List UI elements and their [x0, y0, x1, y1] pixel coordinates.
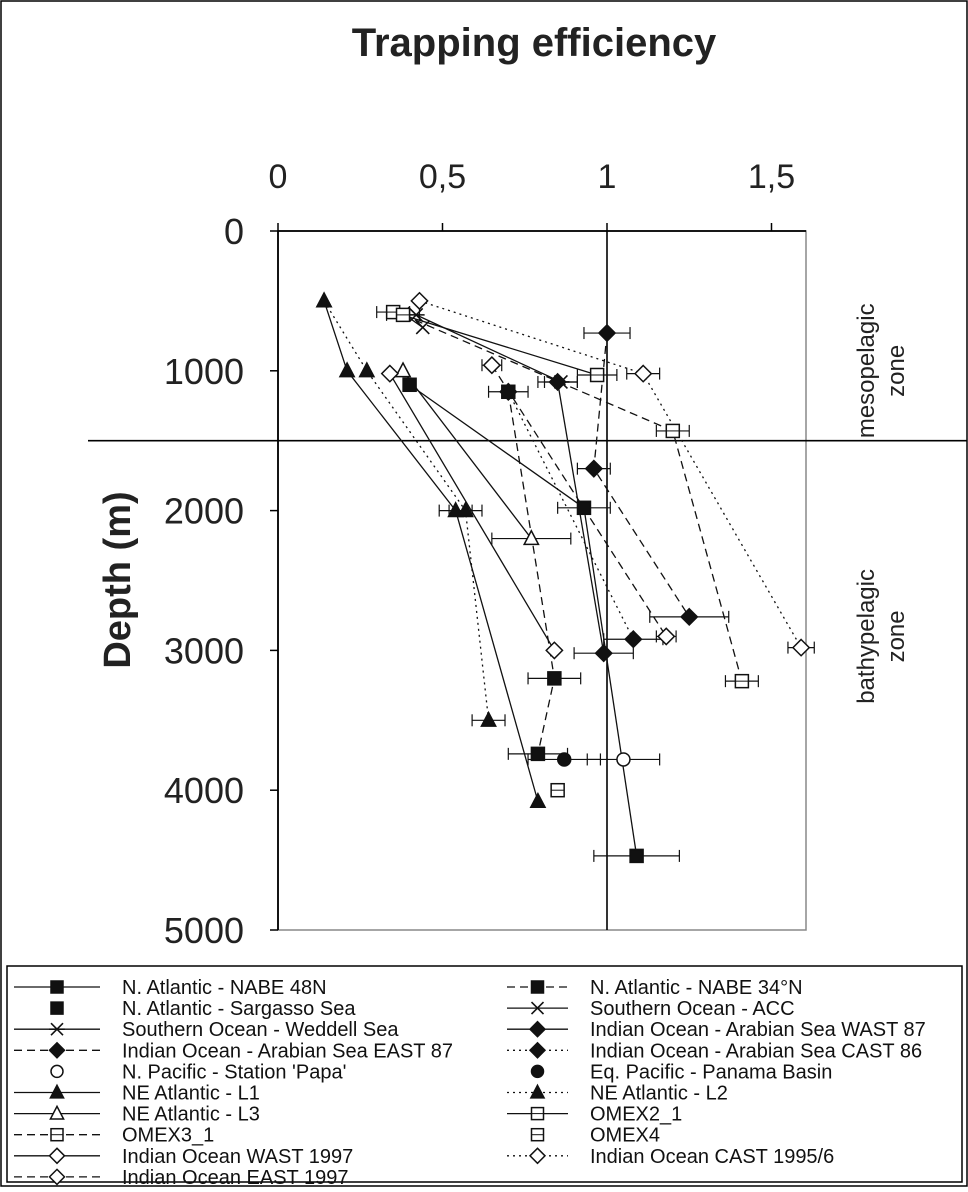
- legend-marker: [530, 980, 545, 994]
- legend-marker: [528, 1041, 547, 1059]
- legend-marker: [530, 1001, 545, 1015]
- data-point: [529, 791, 547, 808]
- data-point: [624, 630, 643, 649]
- zone-label: zone: [883, 610, 910, 662]
- data-point: [548, 372, 567, 392]
- data-point: [358, 361, 376, 378]
- legend-marker: [50, 980, 64, 994]
- series-line: [402, 370, 532, 539]
- legend-marker: [528, 1147, 547, 1165]
- legend-marker-stroke: [530, 1001, 545, 1015]
- legend-label: NE Atlantic - L3: [122, 1104, 260, 1126]
- data-point: [545, 641, 564, 660]
- legend-label: N. Atlantic - NABE 48N: [122, 977, 327, 999]
- data-point: [556, 752, 572, 767]
- series-line: [557, 381, 605, 654]
- data-point: [447, 501, 465, 518]
- legend-marker: [50, 1064, 64, 1079]
- data-point: [410, 291, 429, 311]
- zone-label: bathypelagic: [853, 569, 880, 704]
- y-tick-label: 4000: [164, 770, 244, 811]
- y-tick-label: 5000: [164, 910, 244, 951]
- chart-title: Trapping efficiency: [352, 21, 717, 65]
- data-point: [415, 320, 430, 335]
- data-point: [657, 627, 676, 646]
- data-point: [616, 752, 631, 767]
- legend-marker: [49, 1083, 65, 1099]
- legend-label: N. Atlantic - NABE 34°N: [590, 977, 803, 999]
- data-point: [499, 382, 518, 401]
- data-point: [584, 459, 604, 478]
- y-tick-label: 1000: [164, 351, 244, 392]
- x-tick-label: 1,5: [748, 158, 795, 196]
- legend-label: Southern Ocean - Weddell Sea: [122, 1019, 399, 1041]
- legend-label: Indian Ocean WAST 1997: [122, 1146, 353, 1168]
- data-point: [547, 671, 562, 686]
- legend-label: Indian Ocean CAST 1995/6: [590, 1146, 834, 1168]
- legend-marker: [50, 1001, 64, 1015]
- data-point: [530, 746, 546, 762]
- legend-label: N. Atlantic - Sargasso Sea: [122, 998, 356, 1020]
- legend-label: OMEX4: [590, 1125, 660, 1147]
- legend-marker: [48, 1147, 66, 1165]
- data-point: [634, 364, 653, 383]
- axes-layer: 0 0,5 1 1,5 0 1000 2000 3000 4000 5000: [88, 158, 967, 951]
- data-point: [680, 607, 699, 627]
- legend-label: N. Pacific - Station 'Papa': [122, 1061, 346, 1083]
- legend-marker: [530, 1064, 545, 1079]
- legend: N. Atlantic - NABE 48N N. Atlantic - NABE…: [6, 965, 963, 1189]
- legend-label: Indian Ocean - Arabian Sea WAST 87: [590, 1019, 926, 1041]
- data-point: [338, 361, 356, 378]
- legend-box: [6, 965, 963, 1183]
- data-point: [594, 644, 613, 663]
- legend-marker: [48, 1168, 66, 1186]
- zone-label: mesopelagic: [853, 303, 880, 438]
- data-point: [791, 638, 811, 657]
- data-point: [597, 323, 617, 343]
- data-point: [407, 307, 425, 322]
- data-point: [629, 848, 644, 864]
- legend-label: Eq. Pacific - Panama Basin: [590, 1061, 832, 1083]
- data-point: [482, 356, 502, 375]
- legend-label: Indian Ocean EAST 1997: [122, 1167, 348, 1187]
- data-point: [576, 500, 592, 516]
- data-point: [457, 501, 474, 518]
- legend-marker: [529, 1083, 546, 1099]
- data-point: [522, 529, 540, 546]
- data-point: [380, 364, 400, 383]
- markers-layer: [315, 291, 811, 864]
- y-axis-label: Depth (m): [97, 491, 139, 668]
- legend-label: Indian Ocean - Arabian Sea CAST 86: [590, 1040, 922, 1062]
- x-tick-label: 1: [598, 158, 617, 196]
- legend-marker: [49, 1022, 65, 1036]
- data-point-stroke: [415, 320, 430, 335]
- y-tick-label: 3000: [164, 630, 244, 671]
- series-line: [323, 300, 539, 802]
- data-point: [315, 291, 333, 308]
- legend-label: OMEX3_1: [122, 1125, 214, 1147]
- legend-marker: [528, 1020, 547, 1038]
- data-point: [480, 710, 497, 727]
- legend-label: Southern Ocean - ACC: [590, 998, 795, 1020]
- legend-label: NE Atlantic - L2: [590, 1083, 728, 1105]
- data-point: [394, 361, 412, 378]
- legend-label: Indian Ocean - Arabian Sea EAST 87: [122, 1040, 453, 1062]
- series-line: [507, 391, 634, 640]
- legend-marker: [49, 1104, 65, 1120]
- legend-label: OMEX2_1: [590, 1104, 682, 1126]
- y-tick-label: 0: [224, 211, 244, 252]
- zone-label: zone: [883, 345, 910, 397]
- data-point: [402, 377, 417, 393]
- x-tick-label: 0,5: [419, 158, 466, 196]
- legend-marker: [48, 1041, 66, 1059]
- legend-label: NE Atlantic - L1: [122, 1083, 260, 1105]
- x-tick-label: 0: [269, 158, 288, 196]
- y-tick-label: 2000: [164, 491, 244, 532]
